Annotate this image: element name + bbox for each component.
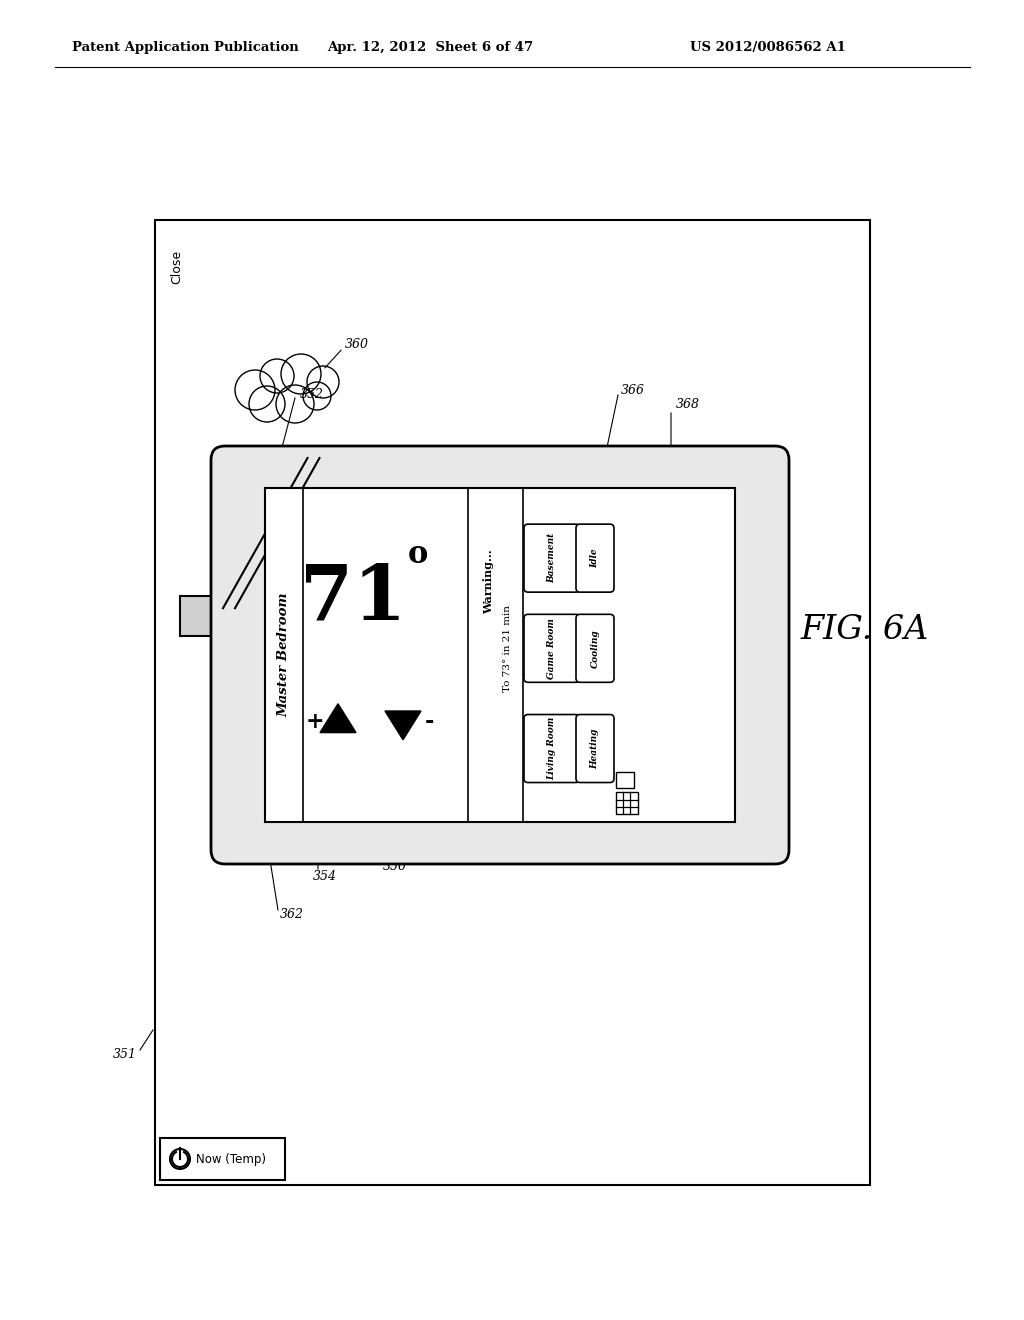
- Bar: [265, 488, 735, 822]
- Text: 354: 354: [313, 870, 337, 883]
- FancyBboxPatch shape: [575, 524, 614, 593]
- Text: Idle: Idle: [591, 548, 599, 568]
- Text: Cooling: Cooling: [591, 630, 599, 668]
- Text: 352: 352: [300, 388, 324, 401]
- Text: 356: 356: [383, 861, 407, 874]
- Text: FIG. 6A: FIG. 6A: [800, 614, 928, 645]
- Bar: [616, 792, 638, 814]
- Polygon shape: [319, 704, 356, 733]
- Bar: [160, 1138, 285, 1180]
- Text: Now (Temp): Now (Temp): [196, 1152, 266, 1166]
- Text: Living Room: Living Room: [548, 717, 556, 780]
- Text: 71: 71: [300, 561, 407, 635]
- Text: Patent Application Publication: Patent Application Publication: [72, 41, 299, 54]
- Text: 358: 358: [493, 850, 517, 863]
- FancyBboxPatch shape: [211, 446, 790, 865]
- Bar: [155, 220, 870, 1185]
- Text: 366: 366: [621, 384, 645, 396]
- Text: +: +: [306, 710, 325, 733]
- Text: Apr. 12, 2012  Sheet 6 of 47: Apr. 12, 2012 Sheet 6 of 47: [327, 41, 534, 54]
- Circle shape: [249, 385, 285, 422]
- FancyBboxPatch shape: [524, 614, 580, 682]
- Text: Master Bedroom: Master Bedroom: [278, 593, 291, 717]
- Text: -: -: [424, 710, 434, 733]
- Text: 368: 368: [676, 399, 700, 412]
- FancyBboxPatch shape: [524, 714, 580, 783]
- Text: US 2012/0086562 A1: US 2012/0086562 A1: [690, 41, 846, 54]
- Text: Basement: Basement: [548, 533, 556, 583]
- Polygon shape: [385, 711, 421, 739]
- Circle shape: [260, 359, 294, 393]
- Text: 351: 351: [113, 1048, 137, 1061]
- Circle shape: [234, 370, 275, 411]
- Circle shape: [303, 381, 331, 411]
- Text: Close: Close: [171, 249, 183, 284]
- Circle shape: [307, 366, 339, 399]
- FancyBboxPatch shape: [575, 614, 614, 682]
- Circle shape: [276, 385, 314, 422]
- Bar: [180, 595, 230, 635]
- Text: 364: 364: [553, 841, 577, 854]
- Bar: [616, 772, 634, 788]
- Circle shape: [281, 354, 321, 393]
- Text: o: o: [408, 540, 428, 570]
- Text: To 73° in 21 min: To 73° in 21 min: [503, 605, 512, 692]
- FancyBboxPatch shape: [575, 714, 614, 783]
- FancyBboxPatch shape: [524, 524, 580, 593]
- Text: 360: 360: [345, 338, 369, 351]
- Text: Heating: Heating: [591, 729, 599, 768]
- Text: Game Room: Game Room: [548, 618, 556, 678]
- Text: Warning...: Warning...: [483, 549, 495, 614]
- Text: 362: 362: [280, 908, 304, 921]
